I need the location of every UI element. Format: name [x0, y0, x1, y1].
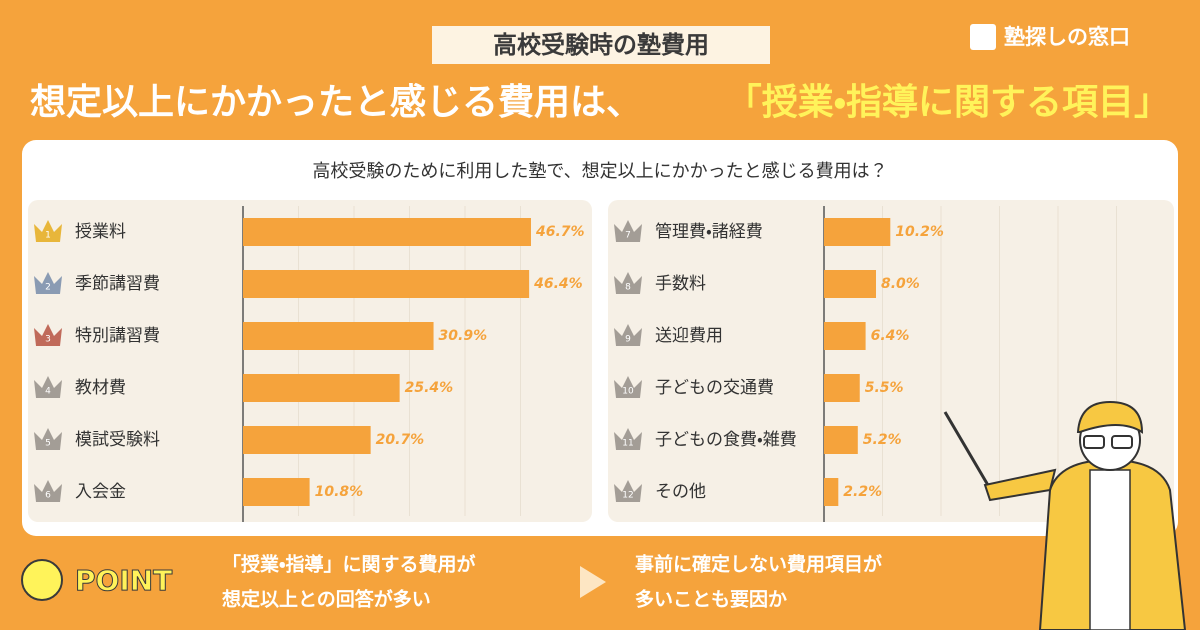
rank-crown — [34, 428, 62, 450]
arrow — [580, 566, 606, 598]
rank-crown — [34, 220, 62, 242]
category-label: 送迎費用 — [655, 326, 723, 346]
rank-crown — [614, 428, 642, 450]
rank-number: 9 — [625, 335, 631, 345]
point-text: 想定以上との回答が多い — [222, 588, 431, 611]
value-label: 5.2% — [863, 432, 902, 448]
category-label: 入会金 — [75, 482, 126, 502]
category-label: 子どもの交通費 — [655, 378, 774, 398]
rank-number: 3 — [45, 335, 51, 345]
rank-crown — [34, 324, 62, 346]
category-label: 特別講習費 — [75, 326, 160, 346]
category-label: 模試受験料 — [75, 430, 160, 450]
bar — [824, 322, 866, 350]
headline-highlight: 「授業・指導に関する項目」 — [726, 82, 1170, 123]
rank-crown — [34, 272, 62, 294]
rank-number: 10 — [622, 387, 634, 397]
headline: 想定以上にかかったと感じる費用は、 — [30, 82, 642, 123]
bar — [243, 374, 400, 402]
value-label: 20.7% — [376, 432, 425, 448]
bar — [824, 426, 858, 454]
rank-crown — [614, 220, 642, 242]
bar — [824, 374, 860, 402]
rank-crown — [614, 272, 642, 294]
bar — [243, 478, 310, 506]
presenter — [943, 400, 1187, 630]
bar — [243, 270, 530, 298]
logo-icon — [970, 24, 996, 50]
rank-number: 6 — [45, 491, 51, 501]
bar — [243, 218, 531, 246]
value-label: 46.7% — [535, 224, 585, 240]
rank-number: 5 — [45, 439, 51, 449]
rank-number: 12 — [622, 491, 633, 501]
category-label: 子どもの食費・雑費 — [655, 430, 797, 450]
rank-crown — [614, 376, 642, 398]
point-label: POINT — [75, 564, 172, 597]
category-label: 手数料 — [655, 274, 706, 294]
tag-box — [432, 26, 770, 64]
category-label: 教材費 — [75, 378, 126, 398]
bar — [824, 270, 876, 298]
point-text: 「授業・指導」に関する費用が — [222, 553, 475, 576]
bar — [824, 218, 891, 246]
value-label: 6.4% — [871, 328, 910, 344]
rank-crown — [614, 480, 642, 502]
bar — [243, 322, 434, 350]
value-label: 10.2% — [895, 224, 944, 240]
value-label: 2.2% — [843, 484, 882, 500]
rank-crown — [34, 480, 62, 502]
tag: 高校受験時の塾費用 — [493, 31, 709, 59]
rank-number: 11 — [622, 439, 633, 449]
left-panel — [28, 200, 592, 522]
category-label: 管理費・諸経費 — [655, 222, 763, 242]
value-label: 30.9% — [439, 328, 488, 344]
rank-number: 2 — [45, 283, 51, 293]
value-label: 5.5% — [865, 380, 904, 396]
rank-number: 4 — [45, 387, 51, 397]
value-label: 8.0% — [881, 276, 920, 292]
point-icon — [21, 559, 63, 601]
value-label: 46.4% — [533, 276, 583, 292]
rank-number: 8 — [625, 283, 631, 293]
right-panel — [608, 200, 1174, 522]
category-label: 季節講習費 — [75, 274, 160, 294]
question: 高校受験のために利用した塾で、想定以上にかかったと感じる費用は？ — [312, 161, 887, 182]
point-text: 多いことも要因か — [635, 588, 787, 611]
point-text: 事前に確定しない費用項目が — [635, 553, 882, 576]
rank-crown — [34, 376, 62, 398]
category-label: その他 — [655, 482, 706, 502]
category-label: 授業料 — [75, 222, 126, 242]
rank-crown — [614, 324, 642, 346]
bar — [243, 426, 371, 454]
value-label: 25.4% — [405, 380, 454, 396]
logo: 塾探しの窓口 — [1004, 25, 1130, 49]
rank-number: 1 — [45, 231, 51, 241]
rank-number: 7 — [625, 231, 631, 241]
value-label: 10.8% — [315, 484, 364, 500]
bar — [824, 478, 839, 506]
